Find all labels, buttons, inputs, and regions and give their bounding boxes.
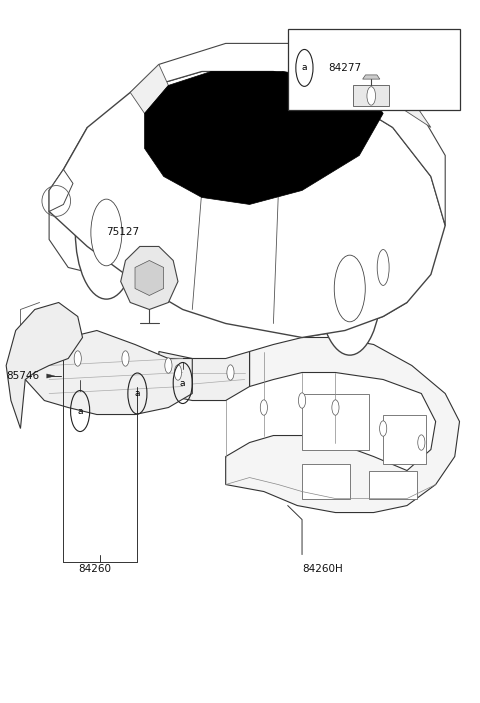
Polygon shape	[49, 127, 135, 274]
Ellipse shape	[165, 358, 172, 373]
Polygon shape	[49, 72, 445, 337]
Text: a: a	[180, 378, 185, 387]
Polygon shape	[288, 198, 407, 337]
Polygon shape	[363, 75, 380, 79]
Polygon shape	[364, 65, 431, 127]
Ellipse shape	[380, 421, 387, 437]
Polygon shape	[135, 261, 164, 295]
FancyBboxPatch shape	[288, 30, 459, 110]
Ellipse shape	[227, 365, 234, 380]
Text: 84260: 84260	[78, 564, 111, 574]
Ellipse shape	[418, 435, 425, 450]
FancyBboxPatch shape	[302, 394, 369, 449]
Ellipse shape	[332, 400, 339, 415]
Polygon shape	[25, 330, 192, 415]
Text: a: a	[135, 389, 140, 398]
Ellipse shape	[74, 351, 81, 366]
Text: 75127: 75127	[107, 228, 140, 238]
Ellipse shape	[299, 393, 306, 408]
Text: 84277: 84277	[369, 77, 402, 87]
Ellipse shape	[334, 255, 365, 322]
Text: 85746: 85746	[6, 371, 39, 381]
Polygon shape	[6, 302, 83, 429]
FancyBboxPatch shape	[369, 470, 417, 498]
Polygon shape	[47, 374, 55, 378]
Ellipse shape	[91, 199, 122, 266]
Text: 84277: 84277	[328, 63, 361, 73]
Polygon shape	[159, 352, 250, 401]
FancyBboxPatch shape	[383, 415, 426, 463]
Polygon shape	[144, 72, 383, 205]
Polygon shape	[49, 169, 73, 212]
Ellipse shape	[260, 400, 267, 415]
Ellipse shape	[319, 222, 381, 355]
FancyBboxPatch shape	[302, 463, 350, 498]
Text: 84260H: 84260H	[302, 564, 343, 574]
Polygon shape	[130, 65, 168, 113]
Polygon shape	[353, 86, 389, 106]
Polygon shape	[120, 247, 178, 309]
Ellipse shape	[122, 351, 129, 366]
Polygon shape	[130, 44, 445, 226]
Ellipse shape	[75, 166, 137, 299]
Text: a: a	[301, 63, 307, 72]
Polygon shape	[226, 337, 459, 512]
Ellipse shape	[174, 365, 181, 380]
Text: a: a	[77, 406, 83, 415]
Ellipse shape	[367, 86, 375, 105]
